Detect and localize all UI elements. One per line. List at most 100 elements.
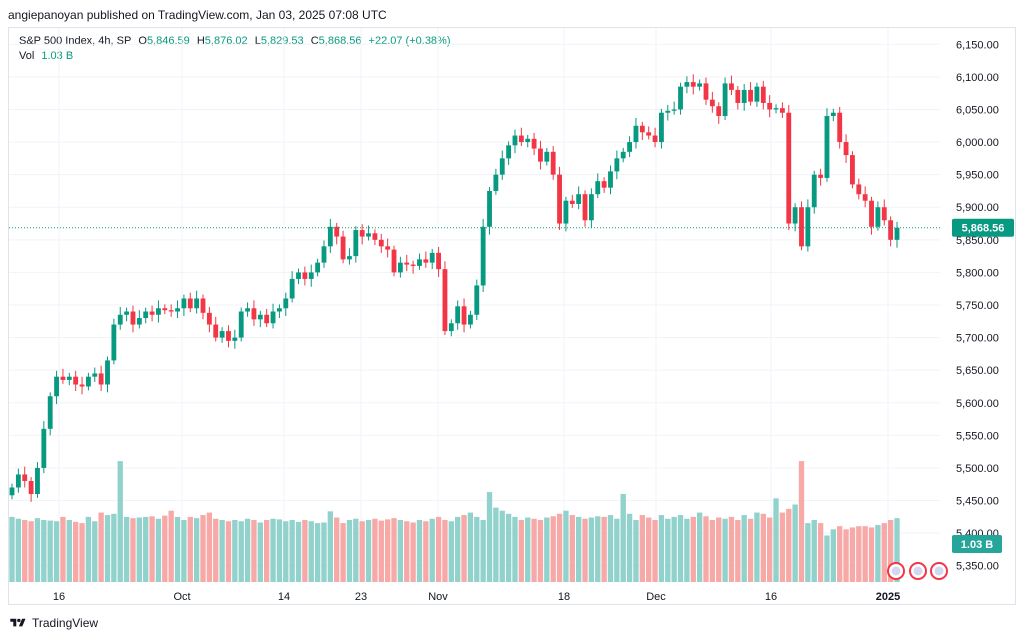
candle-body: [703, 83, 709, 100]
volume-bar: [162, 515, 168, 582]
volume-bar: [505, 513, 512, 582]
candle-body: [226, 331, 231, 341]
flag-inner-icon: [913, 566, 923, 576]
candle-body: [321, 246, 327, 263]
candle-body: [576, 194, 582, 204]
candle-body: [690, 82, 696, 87]
volume-bar: [684, 518, 690, 582]
candle-body: [811, 174, 817, 208]
volume-bar: [378, 520, 384, 582]
candle-body: [881, 207, 887, 221]
volume-bar: [302, 520, 308, 582]
volume-bar: [232, 520, 238, 582]
candle-body: [296, 272, 301, 279]
volume-bar: [79, 523, 85, 582]
footer-brand[interactable]: TradingView: [32, 616, 99, 630]
candle-body: [843, 142, 849, 156]
volume-bar: [423, 521, 429, 582]
candle-body: [518, 135, 524, 143]
publisher-text: angiepanoyan published on TradingView.co…: [8, 8, 387, 22]
candle-body: [639, 125, 645, 133]
candle-body: [276, 308, 282, 312]
volume-bar: [22, 520, 28, 582]
volume-bar: [786, 508, 792, 582]
volume-bar: [85, 516, 92, 582]
candle-body: [563, 200, 569, 224]
volume-bar: [308, 521, 314, 582]
volume-bar: [735, 520, 741, 582]
volume-bar: [556, 513, 563, 582]
candle-body: [28, 480, 34, 495]
volume-bar: [66, 520, 72, 582]
candle-body: [741, 89, 747, 103]
candle-body: [257, 314, 263, 320]
volume-bar: [206, 512, 213, 582]
last-price-tag: [952, 218, 1014, 237]
candle-body: [378, 239, 384, 247]
candle-body: [289, 278, 295, 299]
volume-bar: [15, 518, 22, 582]
volume-bar: [461, 515, 467, 582]
candle-body: [792, 207, 798, 224]
flag-inner-icon: [891, 566, 901, 576]
candle-body: [869, 200, 874, 227]
volume-bar: [289, 520, 295, 582]
candle-body: [614, 158, 620, 172]
candle-body: [308, 272, 314, 279]
volume-bar: [626, 513, 633, 582]
volume-bar: [384, 519, 391, 582]
price-tick-label: 6,150.00: [956, 39, 999, 51]
volume-bar: [416, 520, 423, 582]
candle-body: [538, 148, 543, 162]
volume-bar: [830, 529, 837, 582]
candle-body: [633, 125, 639, 143]
volume-bar: [136, 517, 143, 582]
candle-body: [894, 227, 900, 240]
volume-bar: [295, 521, 302, 582]
candle-body: [748, 89, 753, 102]
volume-bar: [862, 526, 868, 582]
volume-bar: [442, 520, 448, 582]
volume-bar: [665, 518, 671, 582]
candle-body: [245, 308, 250, 312]
candle-body: [347, 256, 352, 260]
volume-bar: [257, 522, 263, 582]
volume-bar: [544, 517, 550, 582]
candle-body: [729, 83, 734, 90]
candle-body: [799, 207, 804, 247]
candle-body: [557, 174, 562, 224]
candle-body: [35, 467, 40, 495]
volume-bar: [868, 527, 875, 582]
candle-body: [105, 360, 110, 385]
volume-bar: [582, 518, 588, 582]
volume-bar: [397, 520, 404, 582]
candle-body: [15, 474, 21, 488]
candle-body: [709, 99, 715, 107]
volume-bar: [41, 520, 47, 582]
candle-body: [544, 151, 550, 162]
volume-bar: [486, 492, 493, 582]
price-tick-label: 5,550.00: [956, 430, 999, 442]
candle-body: [595, 181, 601, 195]
price-chart[interactable]: 6,150.00 6,100.00 6,050.00 6,000.00 5,950.00…: [0, 0, 1024, 612]
volume-bar: [143, 516, 149, 582]
volume-bar: [690, 516, 696, 582]
candle-body: [60, 376, 66, 380]
candle-body: [404, 262, 410, 265]
volume-bar: [251, 520, 257, 582]
volume-bar: [658, 515, 665, 582]
time-tick-label: 16: [53, 591, 65, 603]
candle-body: [385, 246, 391, 250]
candle-body: [353, 230, 359, 257]
volume-bar: [123, 516, 130, 582]
volume-bar: [168, 510, 174, 582]
last-price-label: 5,868.56: [962, 223, 1005, 235]
volume-bar: [792, 504, 798, 582]
volume-bar: [346, 520, 353, 582]
candle-body: [786, 112, 792, 224]
volume-bar: [766, 517, 773, 582]
volume-bar: [887, 520, 894, 582]
volume-bar: [646, 517, 652, 582]
candle-body: [397, 262, 403, 273]
candle-body: [818, 174, 824, 178]
